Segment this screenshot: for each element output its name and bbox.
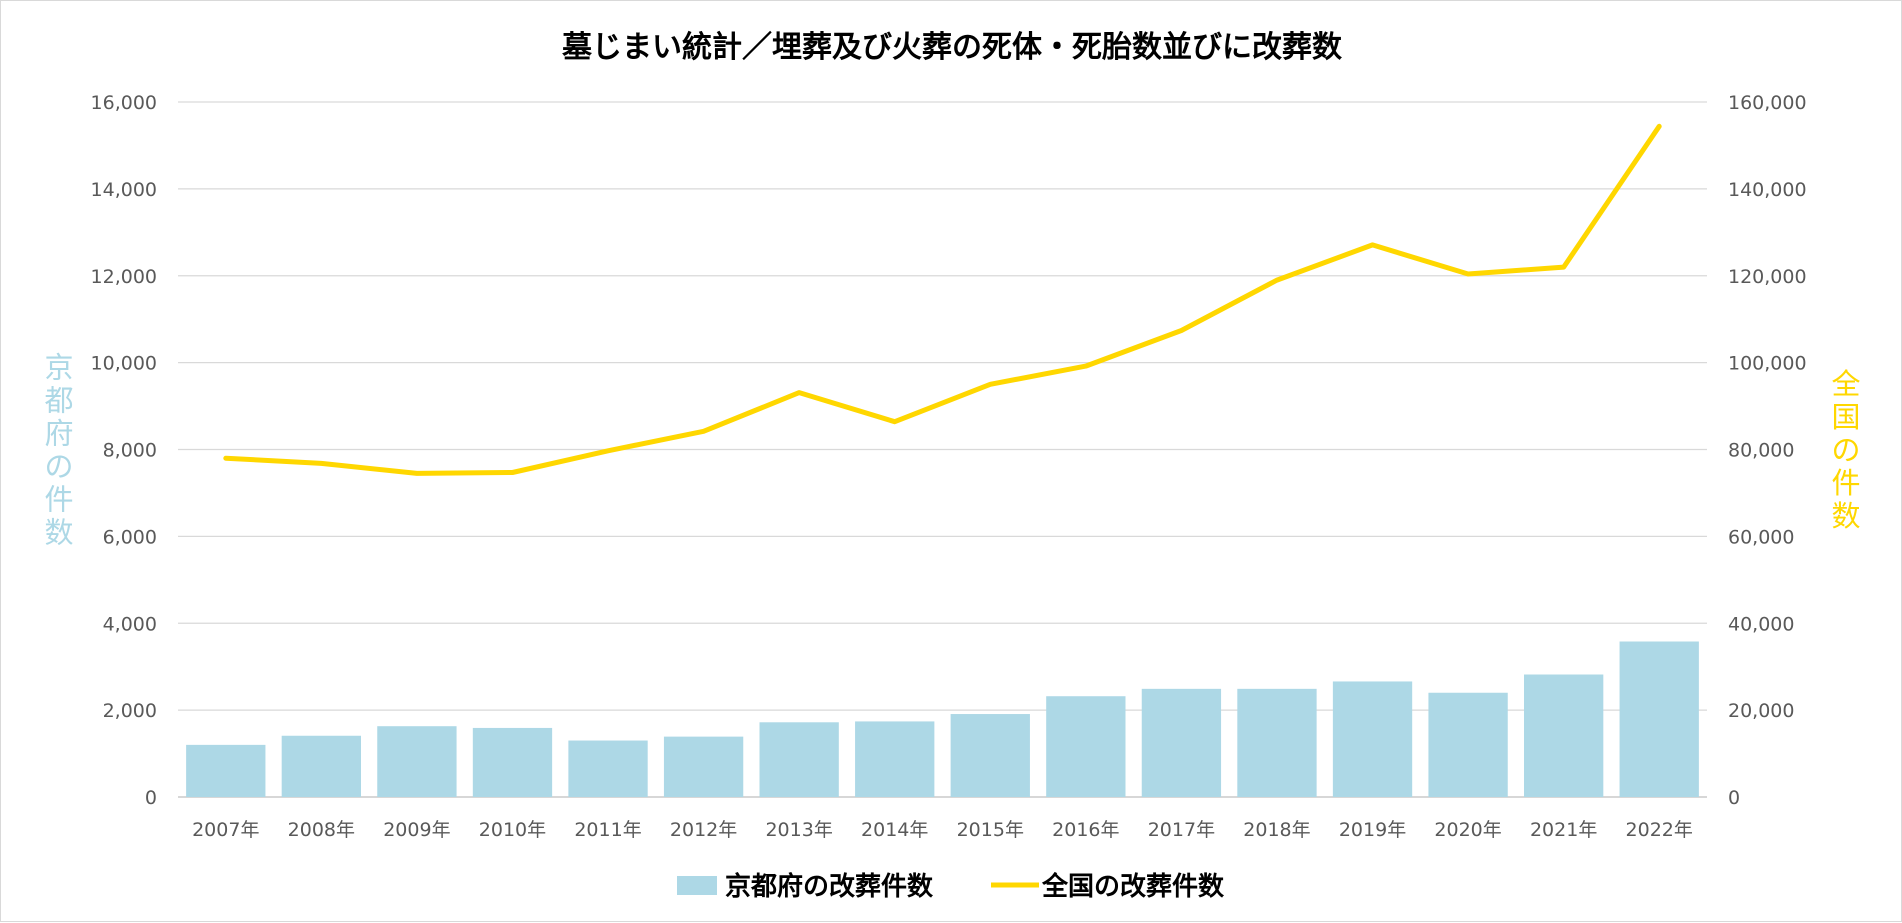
category-tick-label: 2018年 xyxy=(1243,819,1310,841)
left-tick-label: 2,000 xyxy=(103,700,157,722)
legend-label-line: 全国の改葬件数 xyxy=(1041,871,1225,902)
line-point xyxy=(225,457,227,459)
line-point xyxy=(1372,244,1374,246)
category-tick-label: 2014年 xyxy=(861,819,928,841)
category-tick-label: 2011年 xyxy=(574,819,641,841)
line-series xyxy=(223,123,1662,476)
line-point xyxy=(894,421,896,423)
line-point xyxy=(1085,365,1087,367)
right-tick-label: 40,000 xyxy=(1728,613,1794,635)
right-tick-label: 60,000 xyxy=(1728,526,1794,548)
bar xyxy=(1332,681,1413,797)
line-point xyxy=(798,392,800,394)
bar xyxy=(1619,641,1699,797)
right-tick-label: 160,000 xyxy=(1728,92,1807,114)
right-axis-title: 全国の件数 xyxy=(1831,367,1860,533)
line-point xyxy=(1276,279,1278,281)
right-tick-label: 80,000 xyxy=(1728,440,1794,462)
left-tick-label: 10,000 xyxy=(91,353,157,375)
bar xyxy=(1237,688,1317,797)
right-tick-label: 140,000 xyxy=(1728,179,1807,201)
chart-title: 墓じまい統計／埋葬及び火葬の死体・死胎数並びに改葬数 xyxy=(561,30,1343,65)
line-point xyxy=(989,383,991,385)
bar xyxy=(472,727,553,797)
line-point xyxy=(1467,273,1469,275)
legend: 京都府の改葬件数 全国の改葬件数 xyxy=(677,871,1225,902)
right-tick-label: 20,000 xyxy=(1728,700,1794,722)
left-tick-label: 6,000 xyxy=(103,526,157,548)
bar-series xyxy=(186,641,1699,797)
left-tick-label: 12,000 xyxy=(91,266,157,288)
line-point xyxy=(1658,125,1660,127)
legend-label-bar: 京都府の改葬件数 xyxy=(725,871,934,902)
bar xyxy=(377,726,457,797)
category-tick-label: 2013年 xyxy=(765,819,832,841)
bar xyxy=(663,736,744,797)
category-tick-label: 2008年 xyxy=(288,819,355,841)
left-tick-label: 14,000 xyxy=(91,179,157,201)
bar xyxy=(1141,688,1222,797)
left-tick-label: 8,000 xyxy=(103,440,157,462)
category-tick-label: 2009年 xyxy=(383,819,450,841)
category-tick-label: 2021年 xyxy=(1530,819,1597,841)
category-tick-label: 2019年 xyxy=(1339,819,1406,841)
category-tick-label: 2012年 xyxy=(670,819,737,841)
bar xyxy=(1523,674,1604,797)
bar xyxy=(855,721,935,797)
category-tick-label: 2020年 xyxy=(1434,819,1501,841)
bar xyxy=(950,714,1030,797)
line-point xyxy=(703,430,705,432)
line-point xyxy=(607,450,609,452)
legend-swatch-bar xyxy=(677,876,717,895)
category-tick-label: 2022年 xyxy=(1626,819,1693,841)
category-tick-label: 2010年 xyxy=(479,819,546,841)
bar xyxy=(186,744,266,797)
series-line xyxy=(223,123,1662,476)
line-point xyxy=(1180,329,1182,331)
right-tick-label: 0 xyxy=(1728,787,1740,809)
bar xyxy=(1046,696,1126,797)
category-tick-label: 2016年 xyxy=(1052,819,1119,841)
line-point xyxy=(320,462,322,464)
left-axis-ticks: 0 2,000 4,000 6,000 8,000 10,000 12,000 14,000 1… xyxy=(91,92,157,809)
axis-titles: 京都府の件数 全国の件数 xyxy=(44,351,1860,550)
bar xyxy=(568,740,648,797)
category-tick-label: 2015年 xyxy=(957,819,1024,841)
bar xyxy=(281,735,362,797)
left-tick-label: 4,000 xyxy=(103,613,157,635)
line-point xyxy=(1563,266,1565,268)
line-point xyxy=(511,472,513,474)
category-tick-label: 2017年 xyxy=(1148,819,1215,841)
bar xyxy=(1428,692,1508,797)
bar xyxy=(759,722,839,797)
right-axis-ticks: 0 20,000 40,000 60,000 80,000 100,000 120,000 1… xyxy=(1728,92,1807,809)
left-tick-label: 0 xyxy=(145,787,157,809)
line-point xyxy=(416,472,418,474)
right-tick-label: 120,000 xyxy=(1728,266,1807,288)
category-tick-label: 2007年 xyxy=(192,819,259,841)
gridlines xyxy=(178,101,1707,798)
left-tick-label: 16,000 xyxy=(91,92,157,114)
right-tick-label: 100,000 xyxy=(1728,353,1807,375)
category-axis-ticks: 2007年 2008年 2009年 2010年 2011年 2012年 2013年 2014年… xyxy=(192,819,1693,841)
left-axis-title: 京都府の件数 xyxy=(44,351,73,550)
